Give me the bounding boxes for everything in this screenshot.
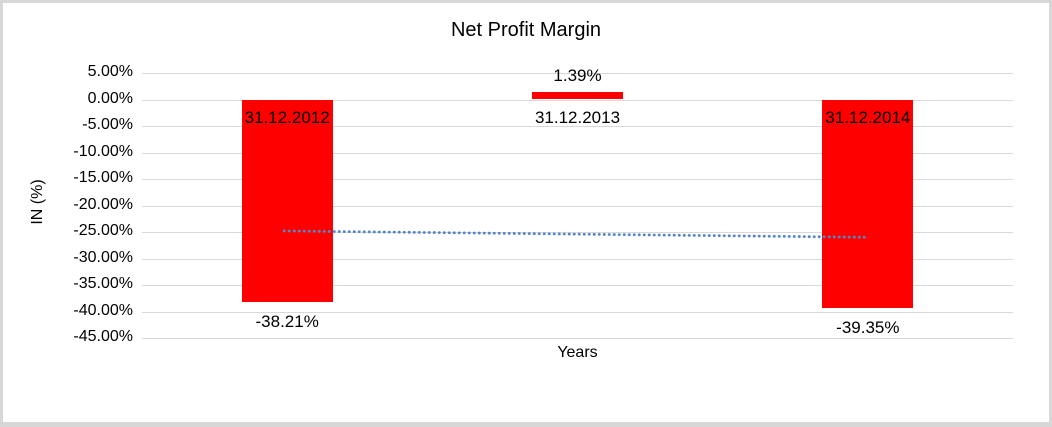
gridline (142, 258, 1013, 260)
y-tick-label: -35.00% (73, 275, 133, 292)
y-tick-label: -15.00% (73, 169, 133, 186)
data-label: -39.35% (836, 318, 900, 338)
y-tick-label: -40.00% (73, 301, 133, 319)
data-label: -38.21% (255, 312, 319, 331)
gridline (142, 338, 1013, 339)
gridline (142, 179, 1013, 180)
category-label: 31.12.2014 (825, 107, 911, 127)
chart-title: Net Profit Margin (450, 19, 602, 41)
gridline (142, 126, 1013, 127)
y-tick-label: -30.00% (73, 248, 133, 266)
gridline (142, 99, 1013, 101)
y-tick-label: -10.00% (73, 142, 133, 160)
x-axis-title: Years (557, 344, 598, 361)
category-label: 31.12.2013 (534, 107, 621, 127)
data-label: 1.39% (553, 66, 602, 86)
y-tick-label: 5.00% (87, 63, 133, 80)
gridline (142, 73, 1013, 74)
y-tick-label: -5.00% (82, 116, 133, 133)
y-tick-label: -25.00% (73, 222, 133, 239)
y-tick-label: -20.00% (73, 195, 133, 213)
gridline (142, 311, 1013, 313)
gridline (142, 152, 1013, 154)
bar (532, 92, 623, 100)
y-tick-label: 0.00% (87, 89, 133, 107)
gridline (142, 285, 1013, 286)
gridline (142, 205, 1013, 207)
bar (822, 99, 914, 309)
bar (241, 99, 333, 302)
y-tick-label: -45.00% (73, 328, 133, 345)
category-label: 31.12.2012 (244, 107, 330, 127)
